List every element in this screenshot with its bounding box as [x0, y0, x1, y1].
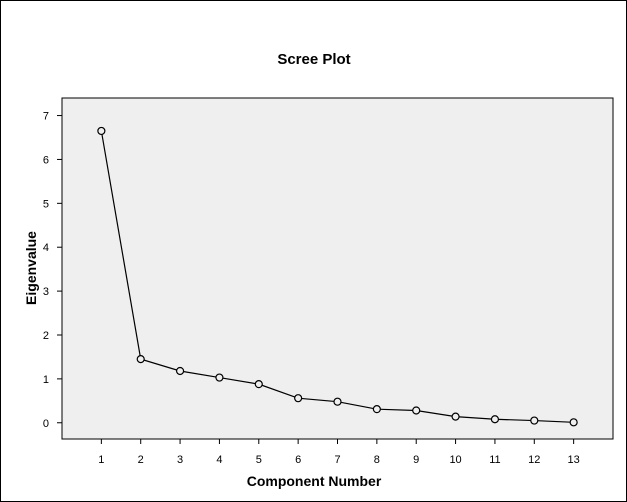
series-eigenvalue — [97, 126, 578, 427]
x-tick-label: 12 — [528, 454, 540, 466]
x-tick-label: 13 — [568, 454, 580, 466]
data-point — [175, 366, 185, 376]
chart-title: Scree Plot — [277, 51, 350, 68]
x-tick-label: 11 — [489, 454, 500, 466]
data-point — [254, 380, 263, 389]
data-point — [136, 355, 145, 364]
data-point — [451, 412, 460, 421]
x-tick-label: 7 — [334, 454, 340, 466]
data-point — [412, 406, 421, 415]
data-point — [372, 405, 381, 414]
x-tick-label: 8 — [374, 454, 380, 466]
y-tick-label: 3 — [43, 286, 49, 298]
x-tick-label: 3 — [177, 454, 183, 466]
y-axis: 0 1 2 3 4 5 6 7 — [43, 111, 62, 430]
data-point — [490, 415, 500, 424]
y-tick-label: 1 — [43, 374, 49, 386]
y-tick-label: 5 — [43, 198, 49, 210]
plot-area — [61, 97, 614, 440]
x-tick-label: 6 — [295, 454, 301, 466]
data-point — [294, 394, 303, 403]
y-axis-label: Eigenvalue — [23, 231, 39, 305]
y-tick-label: 7 — [43, 111, 49, 123]
x-axis: 1 2 3 4 5 6 7 8 9 10 11 12 13 — [98, 439, 580, 466]
x-tick-label: 10 — [449, 454, 461, 466]
y-tick-label: 4 — [43, 242, 49, 254]
data-point — [97, 126, 106, 136]
y-tick-label: 6 — [43, 154, 49, 166]
y-tick-label: 0 — [43, 418, 49, 430]
x-tick-label: 2 — [138, 454, 144, 466]
x-tick-label: 4 — [216, 454, 222, 466]
data-point — [215, 373, 224, 382]
x-tick-label: 5 — [256, 454, 262, 466]
data-point — [569, 418, 578, 427]
data-point — [333, 397, 342, 406]
x-axis-label: Component Number — [247, 473, 382, 489]
y-tick-label: 2 — [43, 330, 49, 342]
data-point — [530, 416, 539, 425]
x-tick-label: 1 — [98, 454, 104, 466]
x-tick-label: 9 — [413, 454, 419, 466]
